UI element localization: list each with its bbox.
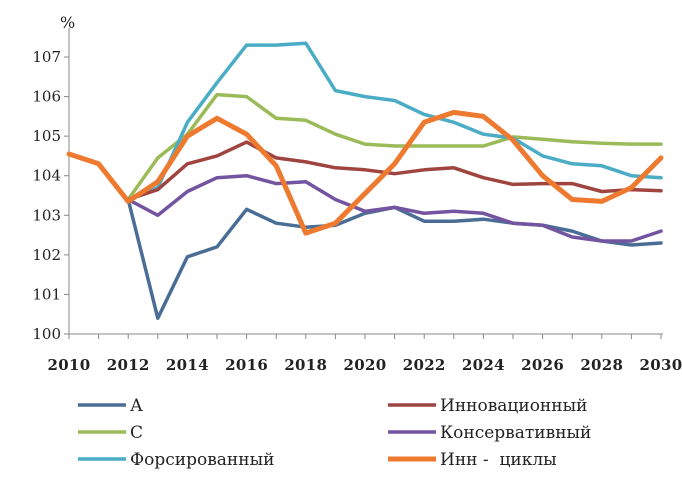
- y-tick-label: 107: [32, 48, 61, 66]
- x-tick-label: 2030: [640, 356, 682, 374]
- series-line-0: [126, 197, 663, 320]
- x-tick-label: 2014: [166, 356, 209, 374]
- x-tick-label: 2016: [225, 356, 268, 374]
- axes: 100 101 102 103 104 105 106 107 2010 2012 2014 2016…: [32, 28, 682, 374]
- y-tick-label: 101: [32, 285, 61, 303]
- y-tick-label: 106: [32, 88, 61, 106]
- x-tick-label: 2026: [521, 356, 564, 374]
- y-tick-label: 100: [32, 325, 61, 343]
- legend: А Инновационный С Консервативный Форсированн…: [78, 396, 591, 470]
- legend-label-1: Инновационный: [440, 396, 587, 416]
- legend-label-2: С: [130, 423, 143, 443]
- series-line-3: [126, 140, 663, 202]
- y-unit-label: %: [60, 13, 75, 32]
- series-layer: [66, 41, 664, 320]
- y-tick-label: 105: [32, 127, 61, 145]
- x-tick-label: 2028: [580, 356, 623, 374]
- x-tick-label: 2018: [284, 356, 327, 374]
- x-tick-label: 2010: [48, 356, 91, 374]
- series-line-5: [66, 109, 664, 236]
- legend-label-4: Форсированный: [130, 450, 274, 470]
- x-tick-label: 2022: [403, 356, 446, 374]
- x-tick-label: 2020: [344, 356, 387, 374]
- legend-label-3: Консервативный: [440, 423, 591, 443]
- y-tick-label: 103: [32, 206, 61, 224]
- x-tick-label: 2024: [462, 356, 505, 374]
- legend-label-5: Инн - циклы: [440, 450, 557, 470]
- y-tick-label: 104: [32, 167, 61, 185]
- x-tick-label: 2012: [107, 356, 150, 374]
- y-tick-label: 102: [32, 246, 61, 264]
- series-line-2: [126, 41, 663, 202]
- legend-label-0: А: [130, 396, 143, 416]
- series-line-4: [126, 173, 663, 243]
- series-line-1: [126, 92, 663, 202]
